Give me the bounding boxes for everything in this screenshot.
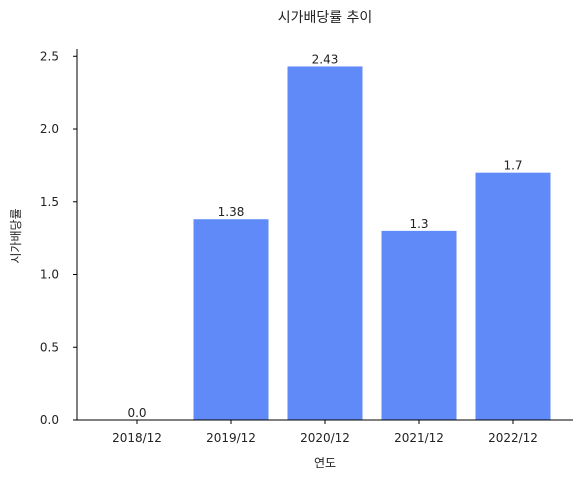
y-tick-label: 1.5 (40, 195, 59, 209)
data-label: 2.43 (312, 52, 339, 66)
data-label: 1.7 (503, 159, 522, 173)
x-tick-label: 2022/12 (488, 431, 538, 445)
data-label: 0.0 (127, 406, 146, 420)
bar-2022-12 (475, 172, 551, 420)
x-axis-label: 연도 (314, 456, 336, 470)
y-tick-label: 0.5 (40, 340, 59, 354)
x-tick-label: 2019/12 (206, 431, 256, 445)
y-axis: 0.0 0.5 1.0 1.5 2.0 2.5 (40, 49, 78, 427)
bar-2021-12 (381, 230, 457, 420)
x-axis: 2018/12 2019/12 2020/12 2021/12 2022/12 (77, 419, 573, 445)
data-label: 1.3 (409, 217, 428, 231)
bar-2019-12 (193, 219, 269, 420)
y-tick-label: 0.0 (40, 413, 59, 427)
bars-group (193, 66, 551, 420)
x-tick-label: 2021/12 (394, 431, 444, 445)
data-label: 1.38 (218, 205, 245, 219)
y-tick-label: 1.0 (40, 268, 59, 282)
y-tick-label: 2.0 (40, 122, 59, 136)
chart-title: 시가배당률 추이 (278, 10, 373, 26)
y-axis-label: 시가배당률 (9, 208, 23, 263)
bar-2020-12 (287, 66, 363, 420)
data-labels-group: 0.0 1.38 2.43 1.3 1.7 (127, 52, 522, 420)
x-tick-label: 2018/12 (112, 431, 162, 445)
y-tick-label: 2.5 (40, 49, 59, 63)
x-tick-label: 2020/12 (300, 431, 350, 445)
